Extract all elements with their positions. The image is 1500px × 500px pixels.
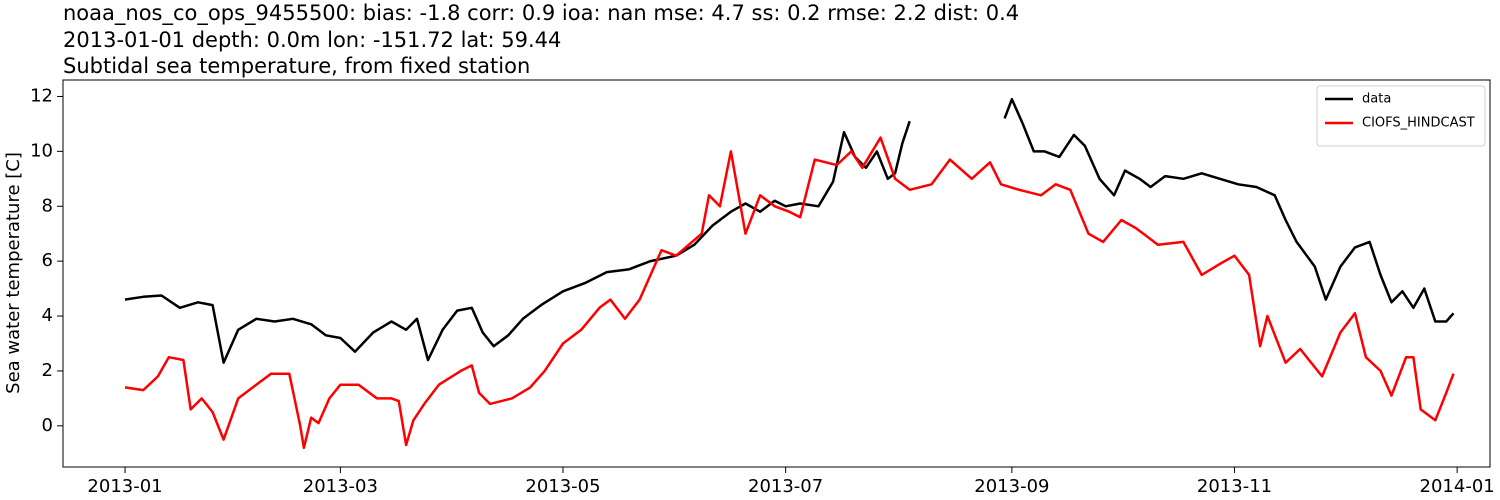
chart-subtitle: 2013-01-01 depth: 0.0m lon: -151.72 lat:…: [63, 28, 561, 52]
plot-frame: [62, 79, 1491, 468]
legend-box: [1316, 85, 1486, 147]
x-tick-label: 2013-03: [303, 476, 378, 497]
y-tick-label: 12: [30, 85, 53, 106]
x-tick-label: 2013-11: [1197, 476, 1272, 497]
series-line: [124, 97, 1455, 364]
chart-subtitle: Subtidal sea temperature, from fixed sta…: [63, 54, 530, 78]
x-tick-label: 2013-07: [748, 476, 823, 497]
y-tick-label: 10: [30, 140, 53, 161]
x-tick-label: 2014-01: [1420, 476, 1495, 497]
y-tick-label: 2: [42, 360, 53, 381]
y-axis-label: Sea water temperature [C]: [3, 152, 24, 394]
y-tick-label: 8: [42, 195, 53, 216]
x-tick-label: 2013-01: [87, 476, 162, 497]
x-tick-label: 2013-09: [974, 476, 1049, 497]
y-tick-label: 0: [42, 415, 53, 436]
y-tick-label: 4: [42, 305, 53, 326]
legend-label: data: [1362, 92, 1391, 107]
y-tick-label: 6: [42, 250, 53, 271]
series-line: [124, 136, 1455, 450]
x-tick-label: 2013-05: [525, 476, 600, 497]
legend-label: CIOFS_HINDCAST: [1362, 116, 1475, 131]
chart-title: noaa_nos_co_ops_9455500: bias: -1.8 corr…: [63, 1, 1019, 26]
